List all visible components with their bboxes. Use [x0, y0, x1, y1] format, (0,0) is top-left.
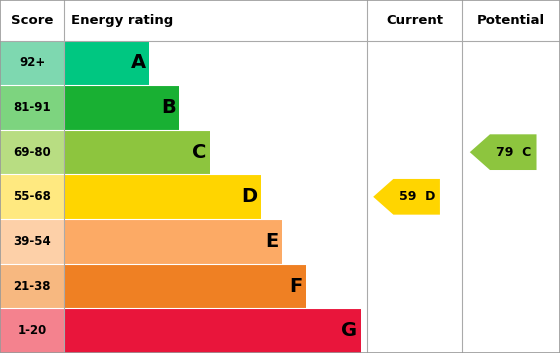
- Text: D: D: [241, 187, 258, 206]
- Text: G: G: [341, 321, 357, 340]
- Bar: [0, 264, 64, 309]
- Bar: [64, 264, 306, 309]
- Text: Potential: Potential: [477, 14, 545, 27]
- Bar: [0, 174, 64, 219]
- Bar: [0, 85, 64, 130]
- Text: Score: Score: [11, 14, 53, 27]
- Text: Energy rating: Energy rating: [71, 14, 174, 27]
- Text: A: A: [130, 53, 146, 72]
- Text: C: C: [192, 143, 206, 162]
- Bar: [64, 130, 209, 174]
- Text: Current: Current: [386, 14, 443, 27]
- Polygon shape: [470, 134, 536, 170]
- Text: 81-91: 81-91: [13, 101, 51, 114]
- Polygon shape: [373, 179, 440, 215]
- Bar: [0, 41, 64, 85]
- Text: 55-68: 55-68: [13, 190, 51, 203]
- Text: 92+: 92+: [19, 56, 45, 70]
- Bar: [0, 130, 64, 174]
- Bar: [64, 309, 361, 353]
- Text: 69-80: 69-80: [13, 146, 51, 158]
- Text: B: B: [161, 98, 176, 117]
- Bar: [0, 219, 64, 264]
- Bar: [64, 174, 261, 219]
- Text: F: F: [290, 276, 303, 295]
- Text: 79  C: 79 C: [496, 146, 531, 158]
- Text: 1-20: 1-20: [17, 324, 47, 337]
- Text: E: E: [265, 232, 279, 251]
- Text: 21-38: 21-38: [13, 280, 51, 293]
- Text: 39-54: 39-54: [13, 235, 51, 248]
- Text: 59  D: 59 D: [399, 190, 435, 203]
- Bar: [64, 85, 179, 130]
- Bar: [0, 309, 64, 353]
- Bar: [64, 219, 282, 264]
- Bar: [64, 41, 149, 85]
